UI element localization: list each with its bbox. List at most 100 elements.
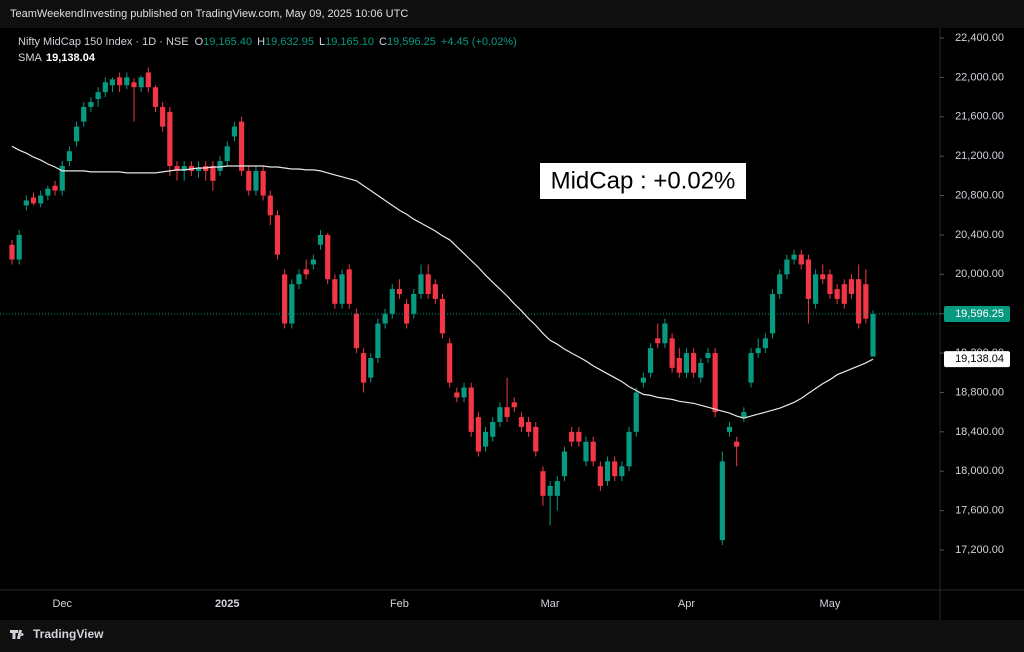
brand: TradingView [33,627,104,641]
candle-body [396,289,403,294]
candle-body [569,431,575,442]
candle-body [404,303,410,324]
candle-body [217,161,223,171]
candle-body [482,431,489,447]
y-tick-label: 17,200.00 [955,544,1004,556]
sma-line [11,145,874,419]
y-tick-label: 22,400.00 [955,32,1004,44]
ohlc-prefix: C [379,36,387,48]
y-tick-label: 20,400.00 [955,229,1004,241]
candle-body [389,289,395,314]
y-tick-label: 17,600.00 [955,505,1004,517]
publisher: TeamWeekendInvesting published on Tradin… [10,8,408,20]
candle-body [805,259,812,299]
candle-body [468,387,474,432]
candle-body [274,215,281,255]
candle-body [353,313,359,349]
candle-body [117,77,123,86]
candle-body [540,471,546,496]
candle-body [798,254,804,265]
plot [9,67,876,546]
symbol: Nifty MidCap 150 Index · 1D · NSE [18,36,189,48]
candle-body [475,417,481,452]
candle-body [511,402,517,408]
x-tick-label: May [820,598,841,610]
candle-body [95,92,101,100]
candle-body [231,126,238,137]
candle-body [863,284,869,319]
candle-body [325,234,331,280]
candle-body [439,298,446,334]
ohlc-value: 19,165.40 [203,36,252,48]
candle-body [526,422,532,432]
candle-body [88,102,94,107]
candle-body [246,170,252,191]
x-tick-label: Apr [678,598,695,610]
legend: Nifty MidCap 150 Index · 1D · NSE O 19,165… [18,36,517,48]
candle-body [382,313,388,324]
candle-body [777,274,783,294]
candle-body [619,466,625,477]
brand-logo [10,630,24,639]
candle-body [289,284,295,324]
candle-body [138,77,144,88]
candle-body [152,87,159,107]
x-tick-label: 2025 [215,598,239,610]
candle-body [267,195,273,216]
y-tick-label: 21,600.00 [955,111,1004,123]
candle-body [554,481,560,496]
candle-body [38,195,44,204]
candle-body [66,151,72,162]
candle-body [841,284,847,304]
candle-body [418,274,424,294]
candle-body [647,348,654,373]
candle-body [813,274,819,304]
candle-body [239,121,245,171]
y-tick-label: 20,800.00 [955,189,1004,201]
candle-body [683,353,690,373]
candle-body [124,77,130,86]
candle-body [626,431,632,467]
candle-body [791,254,797,260]
candle-body [856,279,862,324]
ohlc-value: 19,632.95 [265,36,314,48]
y-tick-label: 18,000.00 [955,465,1004,477]
candle-body [705,353,711,358]
candle-body [712,353,718,413]
candle-body [411,294,417,314]
candle-body [834,289,840,299]
candle-body [181,166,187,171]
candle-body [633,392,639,432]
ohlc-value: 19,165.10 [325,36,374,48]
candle-body [590,441,596,462]
candle-body [282,274,288,324]
candle-body [454,392,460,398]
candle-body [669,338,675,368]
candle-body [848,279,855,294]
candle-body [9,244,15,260]
annotation: MidCap : +0.02% [551,167,736,194]
candle-body [820,274,826,280]
candle-body [195,167,202,171]
annotation-box [540,163,746,199]
candle-body [612,461,618,477]
x-tick-label: Feb [390,598,409,610]
candle-body [640,377,646,383]
sma-tag [944,351,1010,368]
candle-body [368,358,374,378]
candle-body [375,323,381,358]
y-tick-label: 20,000.00 [955,268,1004,280]
candle-body [504,407,510,418]
candle-body [755,348,761,354]
candle-body [73,126,80,142]
candle-body [769,294,776,334]
y-tick-label: 18,400.00 [955,426,1004,438]
candle-body [748,353,754,383]
y-tick-label: 21,200.00 [955,150,1004,162]
candle-body [303,269,309,275]
candle-body [655,338,661,344]
candle-body [547,486,553,496]
ohlc-value: 19,596.25 [387,36,436,48]
candle-body [160,106,166,127]
